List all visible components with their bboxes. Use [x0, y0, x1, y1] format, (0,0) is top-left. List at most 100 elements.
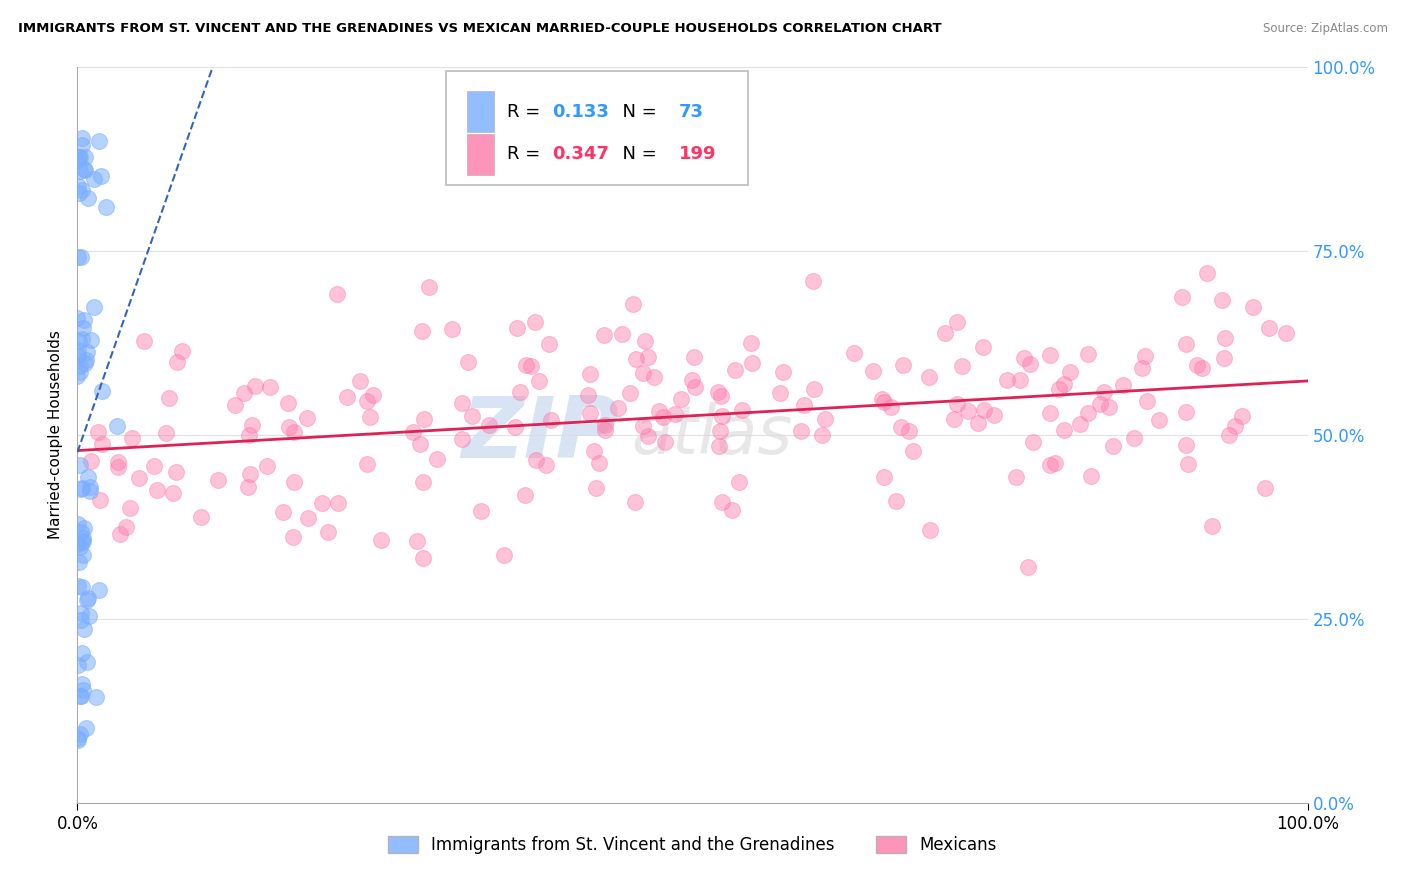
Point: [652, 410, 675, 425]
Point: [87, 425, 110, 439]
Point: [540, 413, 562, 427]
Point: [790, 424, 813, 438]
Point: [811, 428, 834, 442]
Point: [426, 452, 449, 467]
Point: [710, 389, 733, 403]
Point: [80, 333, 103, 347]
Point: [740, 335, 762, 350]
Text: N =: N =: [612, 145, 662, 163]
Point: [582, 444, 605, 458]
Point: [87, 134, 110, 148]
Point: [105, 419, 128, 434]
Point: [1175, 438, 1198, 452]
Point: [66, 537, 89, 551]
Point: [69, 613, 91, 627]
Point: [69, 359, 91, 373]
Point: [681, 373, 703, 387]
Point: [243, 379, 266, 393]
Point: [576, 388, 599, 402]
Point: [709, 424, 731, 438]
Point: [619, 385, 641, 400]
Point: [409, 437, 432, 451]
Point: [461, 409, 484, 424]
Point: [233, 385, 256, 400]
Text: R =: R =: [506, 103, 546, 120]
Point: [356, 393, 378, 408]
Bar: [467, 91, 495, 132]
Point: [664, 407, 686, 421]
Point: [967, 416, 990, 430]
Point: [67, 555, 90, 569]
Point: [67, 733, 90, 747]
Point: [69, 164, 91, 178]
Point: [69, 540, 91, 554]
Point: [709, 439, 731, 453]
Point: [537, 336, 560, 351]
Point: [1047, 383, 1070, 397]
Point: [72, 548, 94, 562]
Point: [66, 310, 89, 325]
Point: [69, 150, 91, 164]
Point: [772, 365, 794, 379]
Point: [157, 391, 180, 405]
Point: [1052, 377, 1074, 392]
Text: R =: R =: [506, 145, 546, 163]
Point: [207, 473, 229, 487]
Point: [873, 470, 896, 484]
Point: [283, 425, 305, 440]
Point: [1212, 351, 1234, 365]
Point: [70, 333, 93, 347]
Point: [412, 475, 434, 489]
Point: [66, 368, 89, 383]
Point: [79, 480, 101, 494]
Point: [711, 495, 734, 509]
Point: [1017, 560, 1039, 574]
Point: [623, 297, 645, 311]
Point: [402, 425, 425, 439]
Point: [107, 459, 129, 474]
Point: [579, 368, 602, 382]
Point: [1254, 481, 1277, 495]
Point: [67, 153, 90, 168]
Point: [90, 169, 112, 183]
Point: [707, 384, 730, 399]
Point: [79, 484, 101, 499]
Point: [862, 364, 884, 378]
Point: [108, 527, 131, 541]
Point: [945, 315, 967, 329]
Point: [585, 481, 607, 495]
Point: [67, 150, 90, 164]
Point: [524, 315, 547, 329]
Point: [983, 408, 1005, 422]
Text: 0.133: 0.133: [553, 103, 609, 120]
Point: [1069, 417, 1091, 431]
Text: Source: ZipAtlas.com: Source: ZipAtlas.com: [1263, 22, 1388, 36]
Point: [75, 721, 97, 735]
Point: [70, 482, 93, 496]
Point: [1218, 428, 1240, 442]
Point: [120, 501, 142, 516]
Point: [607, 401, 630, 416]
Point: [83, 300, 105, 314]
Point: [70, 131, 93, 145]
Point: [84, 690, 107, 704]
Point: [359, 410, 381, 425]
Point: [634, 334, 657, 348]
Point: [1112, 377, 1135, 392]
Point: [880, 400, 903, 414]
Point: [1098, 400, 1121, 414]
Point: [1191, 361, 1213, 376]
Point: [1149, 413, 1171, 427]
Point: [67, 731, 90, 745]
Point: [132, 334, 155, 348]
Point: [145, 483, 167, 498]
Point: [70, 607, 93, 621]
Point: [1201, 518, 1223, 533]
Point: [224, 398, 246, 412]
Point: [648, 404, 671, 418]
Point: [534, 458, 557, 473]
Legend: Immigrants from St. Vincent and the Grenadines, Mexicans: Immigrants from St. Vincent and the Gren…: [381, 830, 1004, 861]
Point: [66, 516, 89, 531]
Point: [128, 471, 150, 485]
Point: [115, 520, 138, 534]
